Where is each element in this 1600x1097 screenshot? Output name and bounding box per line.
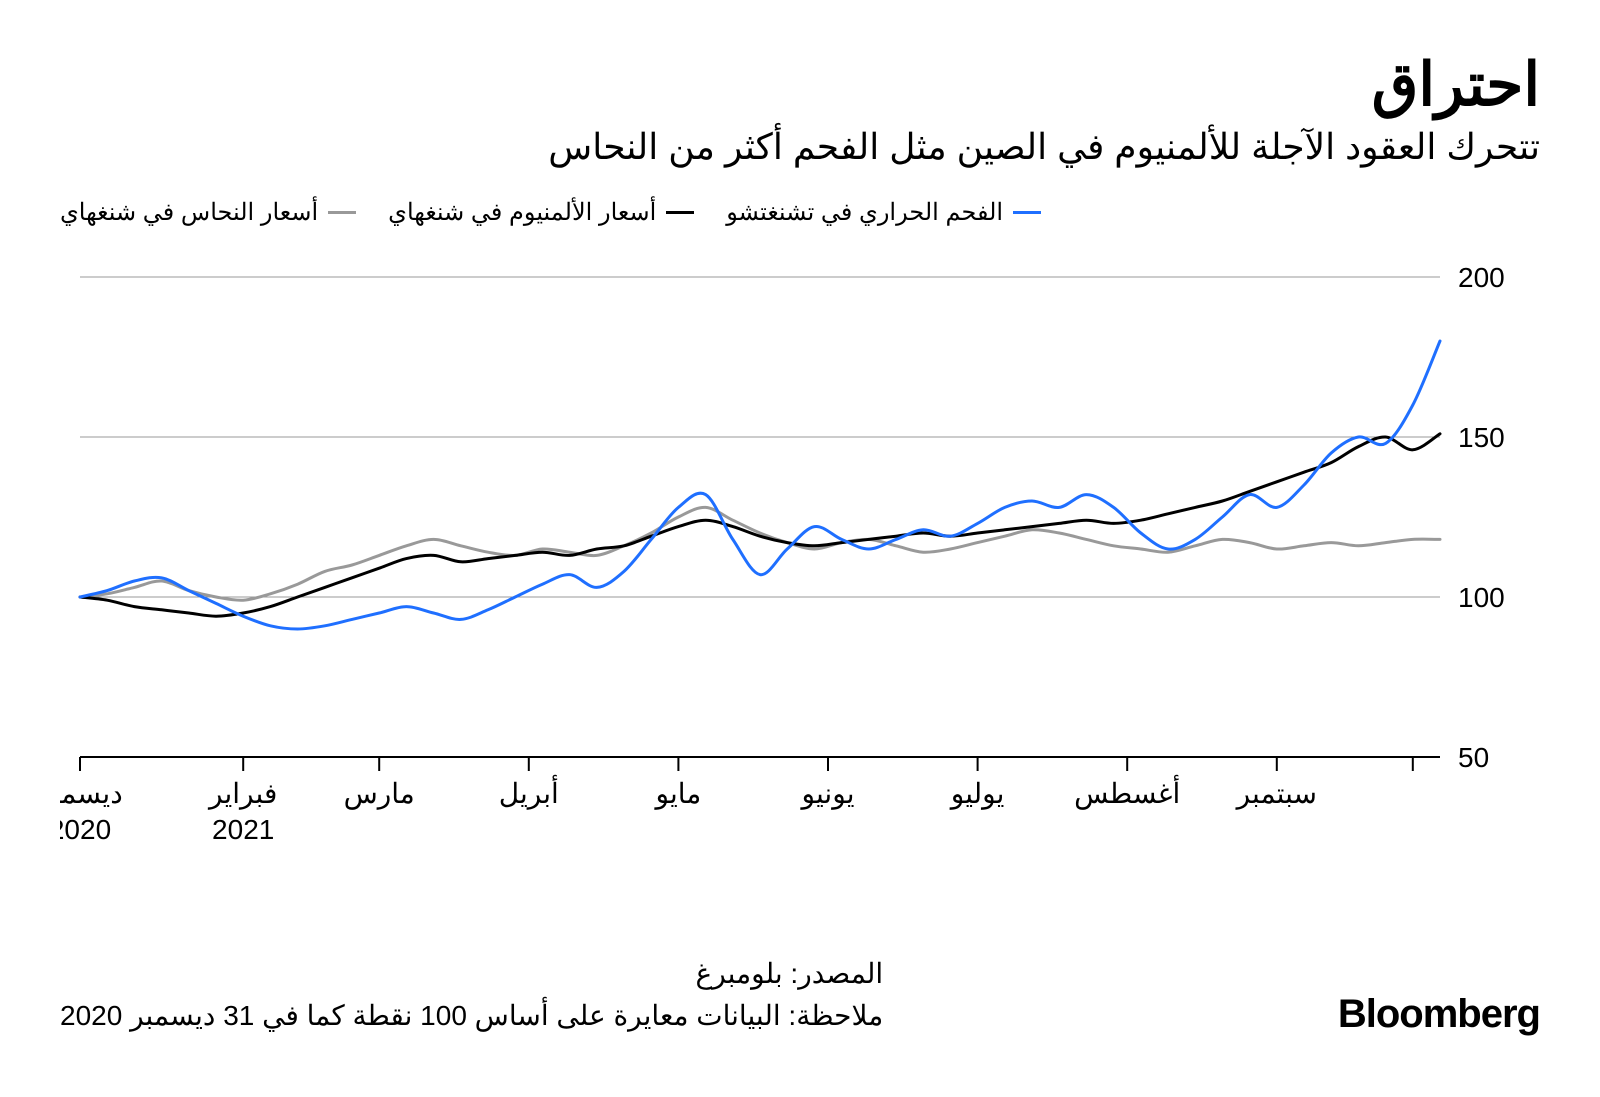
legend-label: أسعار النحاس في شنغهاي — [60, 198, 318, 227]
svg-text:2021: 2021 — [212, 814, 274, 845]
legend: أسعار النحاس في شنغهاي أسعار الألمنيوم ف… — [60, 198, 1540, 227]
chart-container: احتراق تتحرك العقود الآجلة للألمنيوم في … — [0, 0, 1600, 1097]
source-line: المصدر: بلومبرغ — [60, 953, 883, 995]
legend-swatch-copper — [328, 211, 356, 214]
svg-text:100: 100 — [1458, 582, 1505, 613]
legend-item-coal: الفحم الحراري في تشنغتشو — [726, 198, 1041, 227]
legend-label: أسعار الألمنيوم في شنغهاي — [388, 198, 656, 227]
svg-text:200: 200 — [1458, 267, 1505, 293]
chart-plot: 50 100 150 200 ديسمبر 2020 فبراير 2021 مارس أبريل… — [60, 267, 1540, 867]
svg-text:2020: 2020 — [60, 814, 111, 845]
chart-footer: Bloomberg المصدر: بلومبرغ ملاحظة: البيان… — [60, 953, 1540, 1037]
legend-swatch-coal — [1013, 211, 1041, 214]
svg-text:50: 50 — [1458, 742, 1489, 773]
svg-text:فبراير: فبراير — [207, 778, 277, 810]
svg-text:أبريل: أبريل — [499, 775, 559, 810]
chart-subtitle: تتحرك العقود الآجلة للألمنيوم في الصين م… — [60, 126, 1540, 168]
legend-label: الفحم الحراري في تشنغتشو — [726, 198, 1003, 227]
chart-svg: 50 100 150 200 ديسمبر 2020 فبراير 2021 مارس أبريل… — [60, 267, 1540, 867]
svg-text:أغسطس: أغسطس — [1074, 775, 1180, 810]
chart-title: احتراق — [60, 50, 1540, 120]
svg-text:سبتمبر: سبتمبر — [1235, 778, 1317, 810]
svg-text:يوليو: يوليو — [949, 778, 1005, 810]
svg-text:مارس: مارس — [344, 778, 415, 810]
note-line: ملاحظة: البيانات معايرة على أساس 100 نقط… — [60, 995, 883, 1037]
brand-logo: Bloomberg — [1338, 992, 1540, 1037]
legend-item-copper: أسعار النحاس في شنغهاي — [60, 198, 356, 227]
footer-text: المصدر: بلومبرغ ملاحظة: البيانات معايرة … — [60, 953, 883, 1037]
svg-text:ديسمبر: ديسمبر — [60, 778, 123, 810]
svg-text:150: 150 — [1458, 422, 1505, 453]
svg-text:يونيو: يونيو — [800, 778, 855, 810]
legend-swatch-aluminum — [666, 211, 694, 214]
svg-text:مايو: مايو — [654, 778, 702, 810]
legend-item-aluminum: أسعار الألمنيوم في شنغهاي — [388, 198, 694, 227]
